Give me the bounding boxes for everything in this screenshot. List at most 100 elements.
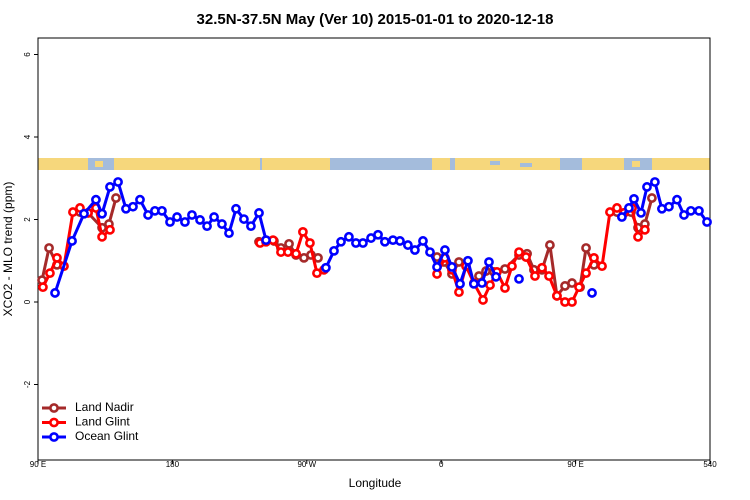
data-point	[157, 205, 167, 216]
legend-marker	[49, 432, 59, 442]
data-point	[187, 210, 197, 220]
data-point	[477, 278, 487, 288]
data-point	[79, 208, 89, 219]
data-point	[45, 268, 55, 279]
x-tick-label: 90 E	[30, 460, 46, 469]
data-point	[50, 288, 60, 298]
data-point	[358, 238, 368, 248]
data-point	[128, 201, 138, 212]
data-point	[217, 219, 227, 229]
data-point	[68, 207, 78, 217]
data-point	[321, 262, 331, 273]
data-point	[567, 278, 577, 288]
legend-marker	[49, 403, 59, 413]
data-point	[105, 182, 115, 192]
data-point	[679, 210, 689, 220]
data-point	[552, 290, 562, 301]
data-point	[545, 240, 555, 250]
data-point	[195, 215, 205, 225]
data-point	[605, 207, 615, 217]
data-point	[440, 245, 450, 255]
data-point	[105, 224, 115, 235]
data-point	[261, 235, 271, 246]
data-point	[514, 274, 524, 284]
data-point	[329, 245, 339, 256]
data-point	[544, 271, 554, 281]
data-point	[469, 278, 479, 289]
data-point	[283, 247, 293, 257]
data-point	[491, 271, 501, 282]
x-tick-label: 540	[703, 460, 717, 469]
data-point	[589, 252, 599, 263]
data-point	[685, 205, 696, 216]
legend-label: Ocean Glint	[75, 429, 139, 443]
data-point	[447, 262, 457, 272]
data-point	[624, 203, 634, 213]
legend-label: Land Glint	[75, 415, 130, 429]
data-point	[454, 287, 464, 298]
data-point	[672, 194, 682, 205]
data-point	[284, 238, 294, 249]
data-point	[380, 236, 390, 247]
data-point	[231, 203, 241, 214]
data-point	[432, 262, 442, 272]
data-point	[410, 245, 420, 255]
data-point	[521, 252, 531, 262]
data-point	[44, 243, 54, 253]
data-point	[514, 247, 524, 257]
x-tick-label: 180	[166, 460, 180, 469]
y-tick-label: 6	[23, 52, 32, 57]
data-point	[612, 203, 622, 213]
data-point	[574, 282, 584, 293]
data-point	[239, 214, 249, 224]
data-point	[463, 255, 473, 266]
data-point	[143, 210, 153, 220]
data-point	[172, 212, 182, 222]
data-point	[291, 248, 301, 259]
data-point	[180, 217, 190, 227]
data-point	[616, 212, 627, 222]
data-point	[113, 177, 123, 187]
data-point	[694, 205, 704, 216]
x-tick-label: 90 W	[297, 460, 316, 469]
plot-frame	[37, 37, 711, 461]
data-point	[336, 236, 346, 247]
data-point	[702, 217, 712, 227]
data-point	[425, 247, 435, 257]
legend-marker	[49, 417, 59, 428]
data-point	[649, 177, 660, 187]
data-point	[597, 261, 607, 272]
data-point	[373, 229, 383, 240]
data-point	[135, 194, 145, 205]
data-point	[581, 268, 591, 279]
data-point	[111, 193, 121, 203]
data-point	[587, 288, 597, 298]
data-point	[639, 224, 650, 235]
land-ocean-strip	[38, 158, 710, 170]
data-point	[165, 217, 175, 227]
x-axis-label: Longitude	[349, 476, 402, 490]
data-point	[246, 221, 256, 232]
x-tick-label: 0	[439, 460, 444, 469]
data-point	[581, 243, 591, 253]
data-point	[454, 257, 464, 267]
data-point	[537, 262, 547, 273]
chart-title: 32.5N-37.5N May (Ver 10) 2015-01-01 to 2…	[197, 11, 554, 28]
data-point	[642, 182, 652, 192]
data-point	[485, 280, 495, 290]
data-point	[484, 257, 494, 267]
data-point	[418, 236, 428, 246]
legend-label: Land Nadir	[75, 400, 134, 414]
y-tick-label: 4	[23, 134, 32, 139]
data-point	[455, 278, 465, 289]
data-point	[209, 212, 219, 222]
data-point	[395, 236, 405, 246]
y-axis-label: XCO2 - MLO trend (ppm)	[1, 182, 15, 317]
data-point	[298, 226, 308, 237]
data-point	[91, 194, 101, 205]
data-point	[402, 240, 413, 250]
data-point	[344, 231, 354, 242]
data-point	[254, 208, 264, 218]
